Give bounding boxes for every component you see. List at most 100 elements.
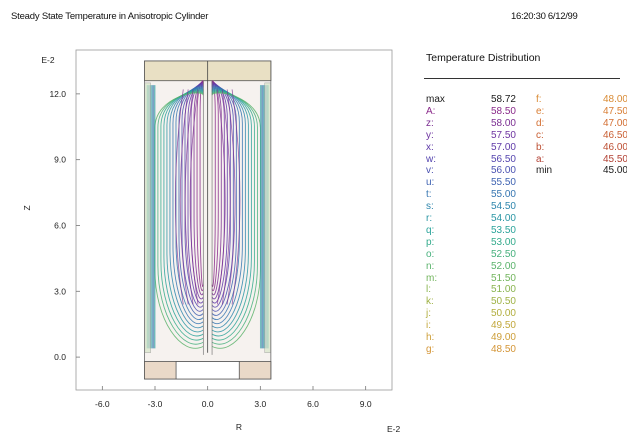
legend-row: i: 49.50 (426, 320, 516, 332)
core-contour (221, 89, 231, 305)
legend-level-label: x: (426, 141, 434, 153)
legend-level-value: 49.50 (490, 320, 516, 332)
legend-level-value: 56.00 (490, 165, 516, 177)
contour-line (211, 91, 258, 345)
legend-row: d: 47.00 (536, 118, 627, 130)
legend-level-label: l: (426, 284, 431, 296)
legend-row: v: 56.00 (426, 165, 516, 177)
legend-row: c: 46.50 (536, 130, 627, 142)
legend-level-label: t: (426, 189, 432, 201)
legend-level-label: s: (426, 201, 434, 213)
legend-level-label: h: (426, 332, 435, 343)
legend-row: s: 54.50 (426, 201, 516, 213)
legend-level-label: o: (426, 248, 435, 260)
legend-level-value: 47.00 (602, 117, 627, 129)
y-axis-label: Z (22, 205, 32, 210)
x-tick-label: 3.0 (254, 399, 266, 409)
legend-level-value: 57.50 (490, 129, 516, 141)
legend-title: Temperature Distribution (426, 52, 541, 64)
legend-level-label: A: (426, 105, 436, 117)
legend-row: n: 52.00 (426, 261, 516, 273)
legend-level-label: f: (536, 94, 542, 105)
contour-line (160, 90, 204, 341)
legend-row: x: 57.00 (426, 142, 516, 154)
legend-level-value: 50.00 (490, 308, 516, 320)
legend-level-value: 45.50 (602, 153, 627, 165)
legend-row: f: 48.00 (536, 94, 627, 106)
x-tick-label: 0.0 (202, 399, 214, 409)
legend-row: g: 48.50 (426, 344, 516, 356)
legend-row: m: 51.50 (426, 273, 516, 285)
x-exponent-label: E-2 (387, 424, 401, 434)
y-tick-label: 12.0 (49, 89, 66, 99)
legend-level-label: m: (426, 272, 438, 284)
contour-line (172, 87, 204, 324)
legend-level-label: u: (426, 177, 435, 189)
legend-level-value: 51.50 (490, 272, 516, 284)
side-wall (144, 82, 151, 353)
legend-level-label: w: (426, 153, 436, 165)
legend-row: min 45.00 (536, 165, 627, 177)
legend-level-value: 46.00 (602, 141, 627, 153)
legend-level-label: a: (536, 153, 545, 165)
contour-line (211, 90, 252, 337)
core-contour (226, 89, 236, 305)
legend-row: l: 51.00 (426, 284, 516, 296)
y-tick-label: 6.0 (54, 220, 66, 230)
x-tick-label: -3.0 (148, 399, 163, 409)
y-tick-label: 3.0 (54, 286, 66, 296)
contour-line (211, 90, 255, 341)
cylinder-contours (144, 60, 272, 380)
legend-level-label: j: (426, 308, 431, 320)
contour-line (169, 88, 204, 329)
legend-row: h: 49.00 (426, 332, 516, 344)
core-contour (216, 89, 226, 305)
side-wall (264, 82, 271, 353)
legend-row: u: 55.50 (426, 177, 516, 189)
legend-level-label: min (536, 165, 553, 177)
legend-level-value: 46.50 (602, 129, 627, 141)
legend-level-label: i: (426, 320, 431, 332)
legend-divider (424, 78, 620, 79)
plot-frame (75, 49, 393, 391)
legend-level-label: v: (426, 165, 434, 177)
y-tick-label: 0.0 (54, 352, 66, 362)
legend-level-value: 45.00 (602, 165, 627, 177)
legend-level-value: 55.00 (490, 189, 516, 201)
legend-row: r: 54.00 (426, 213, 516, 225)
legend-row: max 58.72 (426, 94, 516, 106)
legend-level-value: 58.50 (490, 105, 516, 117)
chart-title: Steady State Temperature in Anisotropic … (11, 11, 209, 22)
y-exponent-label: E-2 (41, 55, 55, 65)
legend-level-label: z: (426, 117, 434, 129)
contour-line (163, 90, 204, 337)
legend-level-value: 56.50 (490, 153, 516, 165)
legend-level-value: 50.50 (490, 296, 516, 308)
core-contour (174, 89, 184, 305)
legend-level-label: g: (426, 343, 435, 355)
legend-row: b: 46.00 (536, 142, 627, 154)
contour-line (211, 88, 246, 329)
core-contour (179, 89, 189, 305)
legend-row: e: 47.50 (536, 106, 627, 118)
legend-level-value: 58.72 (490, 94, 516, 105)
core-contour (184, 89, 194, 305)
legend-level-value: 55.50 (490, 177, 516, 189)
legend-row: j: 50.00 (426, 308, 516, 320)
legend-level-value: 54.50 (490, 201, 516, 213)
legend-row: w: 56.50 (426, 154, 516, 166)
legend-row: a: 45.50 (536, 154, 627, 166)
legend-level-label: k: (426, 296, 434, 308)
legend-level-label: r: (426, 213, 433, 224)
legend-level-value: 47.50 (602, 105, 627, 117)
legend-level-value: 48.50 (490, 343, 516, 355)
core-contour (231, 89, 241, 305)
legend-row: o: 52.50 (426, 249, 516, 261)
legend-row: A: 58.50 (426, 106, 516, 118)
x-tick-label: 9.0 (360, 399, 372, 409)
legend-level-value: 52.50 (490, 248, 516, 260)
legend-level-label: n: (426, 260, 435, 272)
contour-line (211, 87, 243, 324)
legend-level-value: 58.00 (490, 117, 516, 129)
legend-level-value: 53.50 (490, 224, 516, 236)
